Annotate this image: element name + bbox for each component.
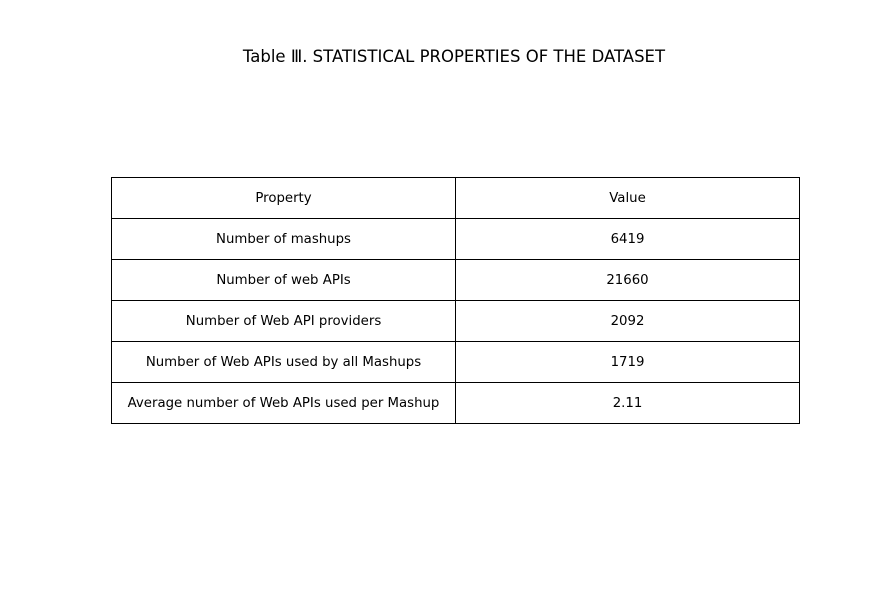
table-row: Number of mashups 6419 bbox=[111, 218, 800, 260]
value-cell: 6419 bbox=[455, 218, 800, 260]
header-property: Property bbox=[111, 177, 456, 219]
table-row: Number of Web API providers 2092 bbox=[111, 300, 800, 342]
header-value: Value bbox=[455, 177, 800, 219]
table-row: Average number of Web APIs used per Mash… bbox=[111, 382, 800, 424]
value-cell: 21660 bbox=[455, 259, 800, 301]
table-header-row: Property Value bbox=[111, 177, 800, 219]
value-cell: 1719 bbox=[455, 341, 800, 383]
table-row: Number of web APIs 21660 bbox=[111, 259, 800, 301]
table-title: Table Ⅲ. STATISTICAL PROPERTIES OF THE D… bbox=[242, 47, 666, 66]
value-cell: 2092 bbox=[455, 300, 800, 342]
property-cell: Number of web APIs bbox=[111, 259, 456, 301]
value-cell: 2.11 bbox=[455, 382, 800, 424]
property-cell: Number of Web API providers bbox=[111, 300, 456, 342]
property-cell: Average number of Web APIs used per Mash… bbox=[111, 382, 456, 424]
table-row: Number of Web APIs used by all Mashups 1… bbox=[111, 341, 800, 383]
property-cell: Number of mashups bbox=[111, 218, 456, 260]
property-cell: Number of Web APIs used by all Mashups bbox=[111, 341, 456, 383]
statistics-table: Property Value Number of mashups 6419 Nu… bbox=[111, 177, 800, 424]
